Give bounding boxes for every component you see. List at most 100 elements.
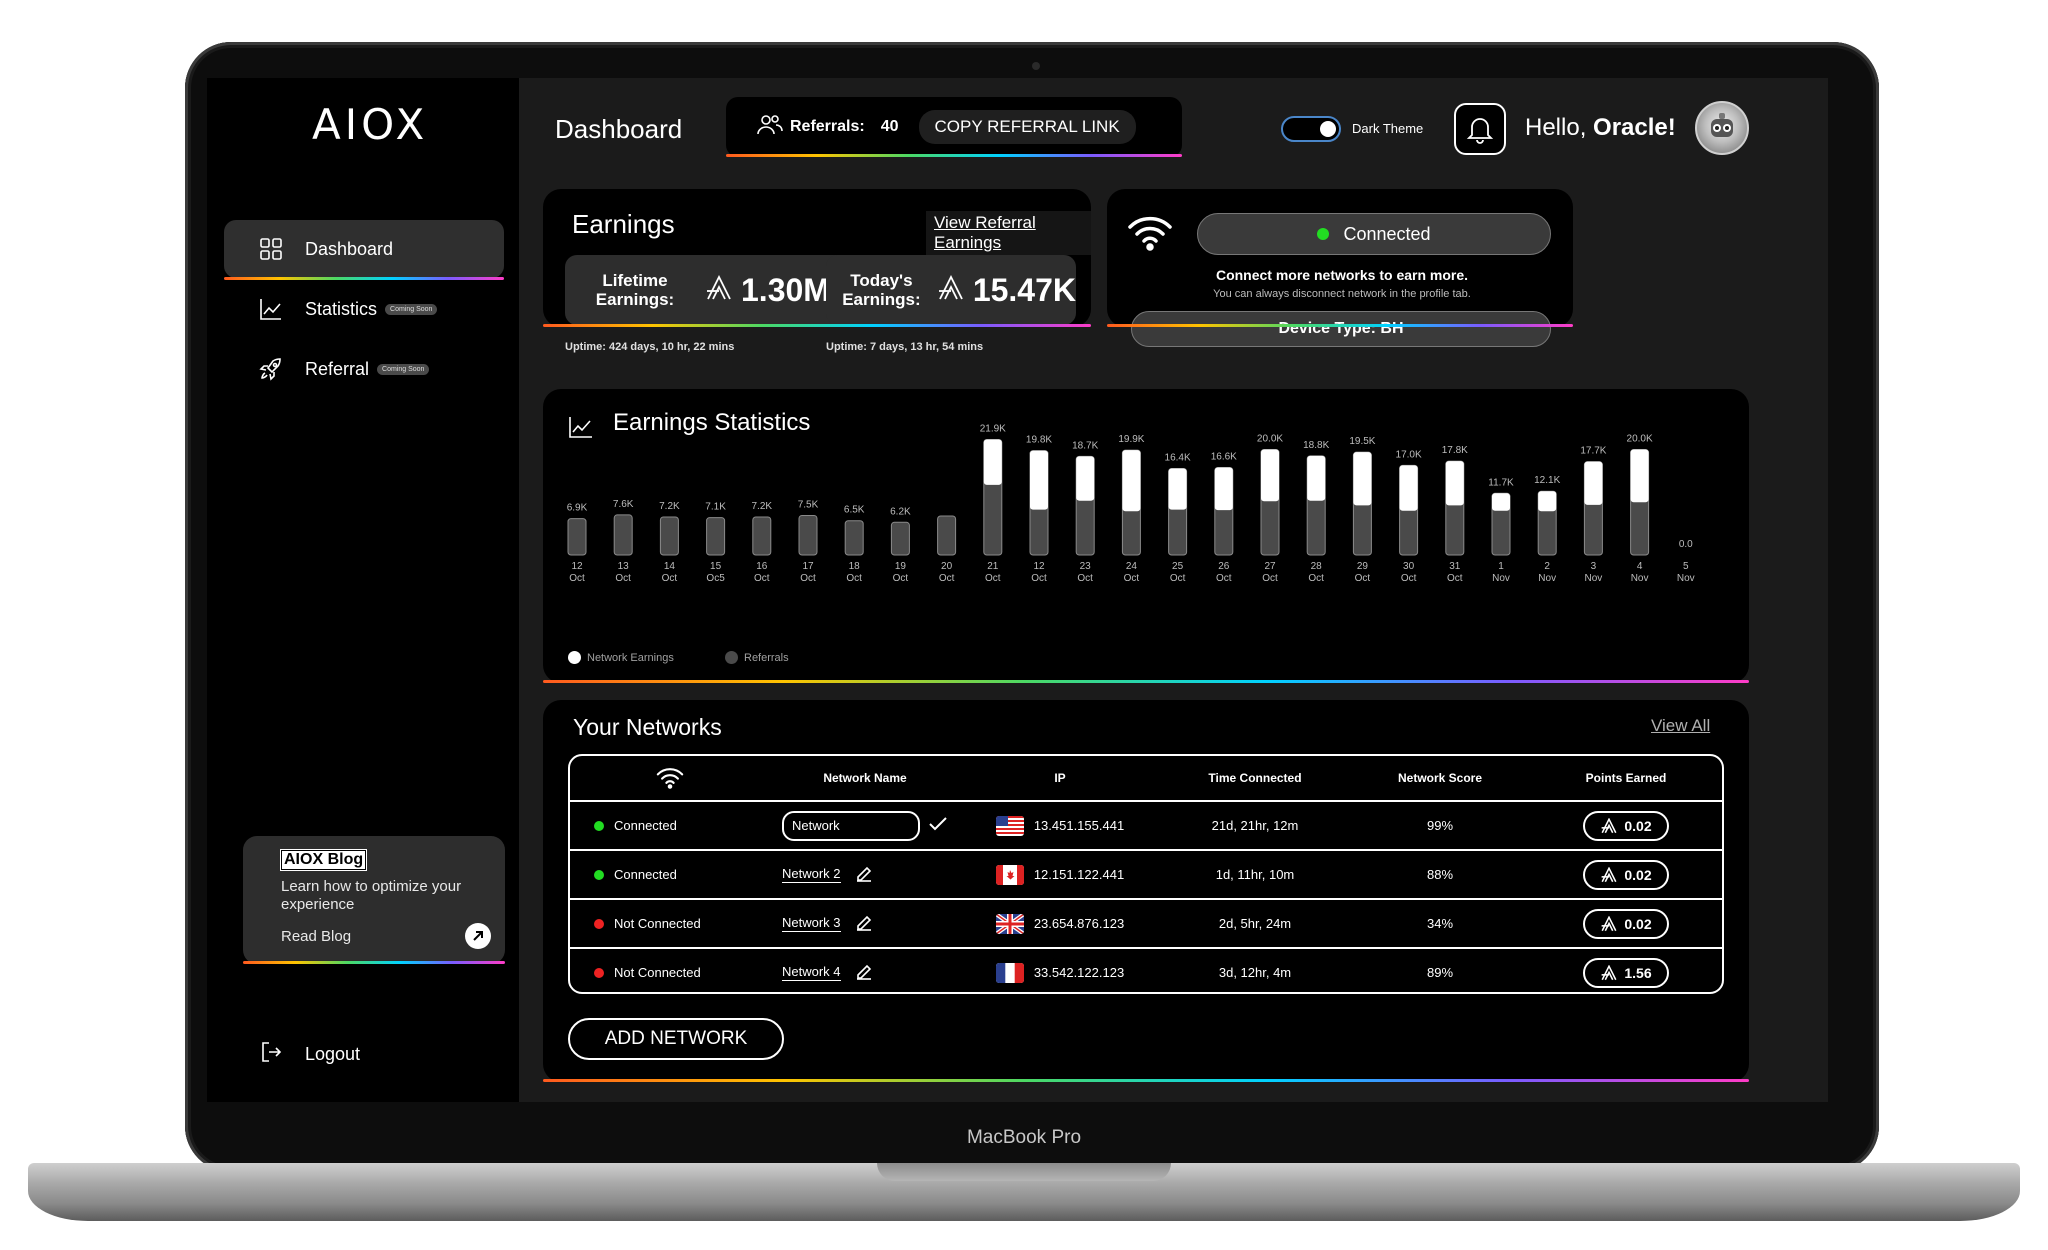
network-name: Network 3 (782, 915, 841, 932)
sidebar-item-label: Dashboard (305, 238, 394, 259)
x-tick-month: Oct (1262, 573, 1278, 584)
sidebar-item-referral[interactable]: Referral Coming Soon (224, 340, 504, 398)
referrals-count: 40 (880, 118, 899, 135)
device-label: MacBook Pro (966, 1127, 1082, 1148)
x-tick-month: Oct (1077, 573, 1093, 584)
x-tick-day: 31 (1449, 561, 1461, 572)
x-tick-month: Oct (662, 573, 678, 584)
main-panel: Dashboard Referrals: 40 COPY REFERRAL LI… (519, 78, 1828, 1102)
network-name-input[interactable]: Network (782, 810, 920, 841)
col-network-score: Network Score (1397, 771, 1483, 785)
edit-pencil-icon[interactable] (855, 913, 873, 934)
x-tick-month: Oct (754, 573, 770, 584)
x-tick-day: 24 (1126, 561, 1138, 572)
dark-theme-label: Dark Theme (1352, 121, 1424, 136)
networks-card: Your Networks View All Network Name IP T… (543, 700, 1749, 1082)
view-referral-earnings-link[interactable]: View Referral Earnings (926, 211, 1091, 255)
name-cell: Network (770, 810, 960, 841)
wifi-icon (570, 767, 770, 789)
chart-line-icon (568, 415, 594, 444)
x-tick-day: 4 (1637, 561, 1643, 572)
arrow-up-right-icon[interactable] (465, 923, 491, 949)
ip-text: 23.654.876.123 (1033, 916, 1125, 931)
france-flag-icon (995, 962, 1024, 983)
read-blog-link[interactable]: Read Blog (281, 928, 352, 945)
copy-referral-link-button[interactable]: COPY REFERRAL LINK (918, 110, 1136, 144)
coming-soon-badge: Coming Soon (377, 363, 430, 375)
x-tick-day: 12 (1033, 561, 1045, 572)
score-cell: 34% (1426, 916, 1454, 931)
bar-network-earnings (1076, 456, 1095, 501)
greeting-text: Hello, (1525, 114, 1587, 141)
bar-network-earnings (1353, 452, 1372, 506)
active-underline (224, 277, 504, 280)
x-tick-month: Oct (1401, 573, 1417, 584)
x-tick-month: Oc5 (706, 573, 725, 584)
col-network-name: Network Name (823, 771, 907, 785)
score-cell: 88% (1426, 867, 1454, 882)
earnings-title: Earnings (572, 209, 675, 239)
ip-text: 33.542.122.123 (1033, 965, 1125, 980)
x-tick-day: 16 (756, 561, 768, 572)
status-cell: Connected (570, 818, 770, 833)
ip-cell: 23.654.876.123 (960, 913, 1160, 934)
x-tick-month: Nov (1492, 573, 1510, 584)
wifi-icon (1127, 215, 1173, 256)
blog-card[interactable]: AIOX Blog Learn how to optimize your exp… (243, 836, 505, 964)
bar-referrals (890, 521, 910, 556)
legend-referrals: Referrals (725, 651, 789, 664)
token-icon (1601, 915, 1617, 931)
x-tick-month: Oct (846, 573, 862, 584)
edit-pencil-icon[interactable] (855, 864, 873, 885)
view-all-link[interactable]: View All (1651, 716, 1711, 735)
today-label-line2: Earnings: (842, 290, 921, 309)
bar-network-earnings (1307, 455, 1326, 501)
sidebar-item-statistics[interactable]: Statistics Coming Soon (224, 280, 504, 338)
logout-button[interactable]: Logout (259, 1040, 360, 1069)
logout-label: Logout (305, 1044, 361, 1064)
x-tick-month: Oct (1170, 573, 1186, 584)
table-row: Not Connected Network 4 33.542.122.123 3… (570, 947, 1722, 992)
points-value: 0.02 (1624, 866, 1652, 883)
bar-referrals (706, 517, 726, 556)
time-cell: 3d, 12hr, 4m (1218, 965, 1292, 980)
dark-theme-toggle[interactable] (1281, 116, 1341, 142)
check-icon[interactable] (928, 816, 948, 835)
x-tick-month: Oct (939, 573, 955, 584)
today-uptime: Uptime: 7 days, 13 hr, 54 mins (826, 341, 984, 353)
bar-value-label: 19.9K (1118, 434, 1144, 445)
bar-network-earnings (1261, 449, 1279, 502)
bar-network-earnings (1492, 493, 1510, 511)
connection-status-pill[interactable]: Connected (1197, 213, 1551, 255)
x-tick-day: 13 (618, 561, 630, 572)
device-type: Device Type: BH (1131, 311, 1551, 347)
sidebar-item-dashboard[interactable]: Dashboard (224, 220, 504, 278)
x-tick-day: 3 (1591, 561, 1597, 572)
ip-text: 12.151.122.441 (1033, 867, 1125, 882)
col-points-earned: Points Earned (1585, 771, 1667, 785)
points-badge: 0.02 (1583, 810, 1669, 841)
edit-pencil-icon[interactable] (855, 962, 873, 983)
bell-icon[interactable] (1454, 103, 1506, 155)
x-tick-day: 15 (710, 561, 722, 572)
laptop-notch (877, 1163, 1171, 1181)
avatar[interactable] (1695, 101, 1749, 155)
lifetime-uptime: Uptime: 424 days, 10 hr, 22 mins (565, 341, 735, 353)
name-cell: Network 4 (770, 962, 960, 983)
bar-value-label: 6.9K (567, 503, 588, 514)
x-tick-month: Oct (1308, 573, 1324, 584)
x-tick-month: Oct (800, 573, 816, 584)
lifetime-label-line2: Earnings: (595, 290, 675, 309)
today-earnings-value: 15.47K (972, 271, 1076, 308)
add-network-button[interactable]: ADD NETWORK (568, 1018, 784, 1060)
x-tick-day: 17 (802, 561, 814, 572)
status-dot (594, 820, 604, 831)
bar-value-label: 18.8K (1303, 440, 1329, 451)
coming-soon-badge: Coming Soon (385, 303, 438, 315)
bar-value-label: 6.2K (890, 506, 911, 517)
ip-cell: 33.542.122.123 (960, 962, 1160, 983)
page-title: Dashboard (555, 114, 683, 144)
bar-network-earnings (1445, 461, 1464, 506)
logo: AIOX (312, 100, 429, 149)
points-badge: 0.02 (1583, 859, 1669, 890)
